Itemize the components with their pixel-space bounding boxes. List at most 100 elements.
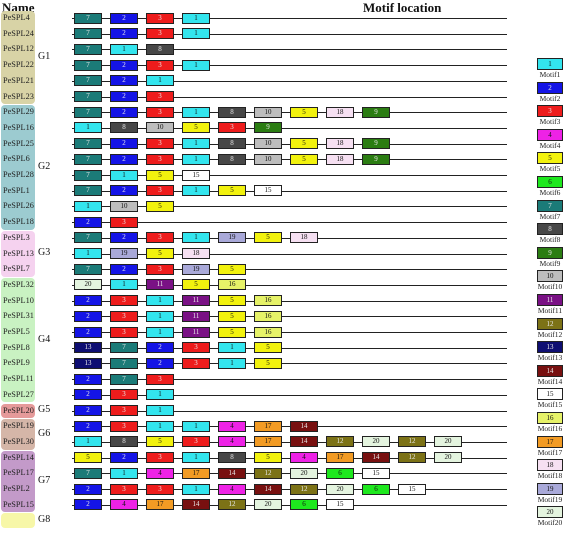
- gene-name: PeSPL17: [3, 467, 34, 478]
- group-label: G5: [38, 404, 50, 415]
- legend-swatch: 18: [537, 459, 563, 471]
- motif-box: 3: [110, 421, 138, 432]
- motif-box: 4: [218, 436, 246, 447]
- motif-box: 17: [326, 452, 354, 463]
- legend-label: Motif2: [530, 94, 567, 103]
- motif-box: 2: [146, 342, 174, 353]
- motif-box: 1: [74, 436, 102, 447]
- motif-box: 2: [74, 374, 102, 385]
- motif-box: 7: [110, 358, 138, 369]
- motif-box: 18: [326, 107, 354, 118]
- gene-name: PeSPL32: [3, 279, 34, 290]
- motif-box: 1: [110, 44, 138, 55]
- legend-label: Motif20: [530, 518, 567, 527]
- motif-box: 14: [182, 499, 210, 510]
- motif-box: 5: [254, 342, 282, 353]
- motif-box: 6: [362, 484, 390, 495]
- motif-location-header: Motif location: [363, 0, 441, 16]
- motif-box: 19: [182, 264, 210, 275]
- motif-box: 17: [182, 468, 210, 479]
- motif-box: 3: [146, 91, 174, 102]
- motif-box: 1: [182, 13, 210, 24]
- legend-swatch: 2: [537, 82, 563, 94]
- motif-box: 8: [218, 107, 246, 118]
- motif-box: 5: [290, 138, 318, 149]
- gene-name: PeSPL30: [3, 436, 34, 447]
- motif-box: 3: [182, 358, 210, 369]
- gene-name: PeSPL26: [3, 200, 34, 211]
- motif-box: 20: [434, 452, 462, 463]
- motif-box: 2: [110, 264, 138, 275]
- motif-box: 2: [74, 484, 102, 495]
- motif-box: 7: [74, 107, 102, 118]
- motif-box: 7: [74, 28, 102, 39]
- motif-box: 5: [254, 452, 282, 463]
- motif-box: 7: [74, 232, 102, 243]
- motif-box: 15: [326, 499, 354, 510]
- gene-name: PeSPL9: [3, 357, 30, 368]
- motif-box: 1: [182, 421, 210, 432]
- motif-box: 11: [182, 311, 210, 322]
- motif-box: 14: [362, 452, 390, 463]
- motif-box: 5: [182, 122, 210, 133]
- legend-label: Motif5: [530, 164, 567, 173]
- gene-name: PeSPL7: [3, 263, 30, 274]
- motif-box: 14: [218, 468, 246, 479]
- motif-box: 18: [326, 154, 354, 165]
- legend-label: Motif19: [530, 495, 567, 504]
- motif-box: 19: [110, 248, 138, 259]
- legend-label: Motif17: [530, 448, 567, 457]
- motif-box: 3: [146, 28, 174, 39]
- motif-box: 1: [146, 421, 174, 432]
- gene-name: PeSPL15: [3, 499, 34, 510]
- motif-box: 3: [146, 138, 174, 149]
- gene-name: PeSPL23: [3, 91, 34, 102]
- legend-swatch: 6: [537, 176, 563, 188]
- motif-box: 1: [182, 138, 210, 149]
- motif-box: 14: [254, 484, 282, 495]
- legend-swatch: 5: [537, 152, 563, 164]
- motif-box: 3: [146, 107, 174, 118]
- gene-name: PeSPL11: [3, 373, 34, 384]
- motif-box: 2: [74, 421, 102, 432]
- motif-box: 7: [74, 60, 102, 71]
- motif-box: 13: [74, 342, 102, 353]
- motif-box: 12: [398, 452, 426, 463]
- motif-box: 8: [110, 436, 138, 447]
- motif-box: 17: [254, 436, 282, 447]
- motif-box: 3: [182, 436, 210, 447]
- gene-name: PeSPL18: [3, 216, 34, 227]
- motif-box: 15: [398, 484, 426, 495]
- motif-box: 7: [74, 91, 102, 102]
- motif-box: 3: [218, 122, 246, 133]
- gene-name: PeSPL1: [3, 185, 30, 196]
- legend-swatch: 10: [537, 270, 563, 282]
- motif-box: 5: [146, 436, 174, 447]
- motif-box: 1: [146, 327, 174, 338]
- motif-box: 3: [146, 484, 174, 495]
- motif-box: 3: [146, 13, 174, 24]
- motif-box: 17: [146, 499, 174, 510]
- motif-box: 2: [110, 154, 138, 165]
- legend-label: Motif16: [530, 424, 567, 433]
- motif-box: 11: [146, 279, 174, 290]
- legend-label: Motif7: [530, 212, 567, 221]
- legend-swatch: 15: [537, 388, 563, 400]
- legend-label: Motif6: [530, 188, 567, 197]
- motif-box: 2: [110, 75, 138, 86]
- legend-swatch: 16: [537, 412, 563, 424]
- legend-label: Motif12: [530, 330, 567, 339]
- motif-box: 2: [110, 232, 138, 243]
- motif-box: 5: [74, 452, 102, 463]
- motif-box: 20: [290, 468, 318, 479]
- motif-box: 12: [398, 436, 426, 447]
- motif-box: 14: [290, 436, 318, 447]
- motif-box: 7: [74, 138, 102, 149]
- group-label: G1: [38, 51, 50, 62]
- gene-name: PeSPL3: [3, 232, 30, 243]
- motif-box: 3: [182, 342, 210, 353]
- group-label: G3: [38, 247, 50, 258]
- motif-box: 1: [182, 185, 210, 196]
- motif-box: 1: [182, 484, 210, 495]
- gene-name: PeSPL2: [3, 483, 30, 494]
